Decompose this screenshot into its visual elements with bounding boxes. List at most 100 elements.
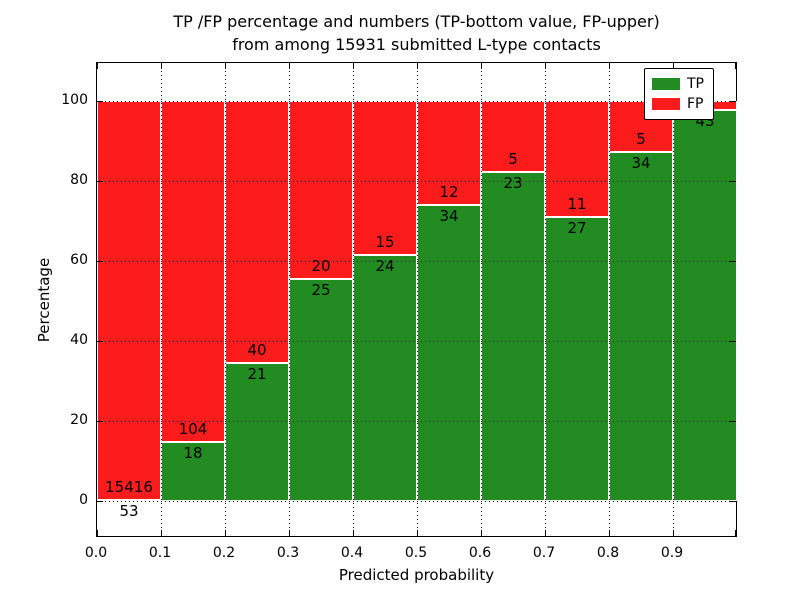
y-tick-right — [730, 421, 736, 422]
chart-title-line1: TP /FP percentage and numbers (TP-bottom… — [173, 12, 660, 31]
tp-bar-segment-9 — [673, 110, 737, 501]
fp-count-label-4: 15 — [375, 232, 395, 251]
v-gridline-3 — [289, 63, 290, 536]
x-tick-label-0.7: 0.7 — [532, 545, 556, 561]
legend: TP FP — [644, 68, 714, 120]
fp-bar-segment-5 — [417, 101, 481, 206]
x-tick-bottom — [289, 530, 290, 536]
tp-bar-segment-1 — [161, 442, 225, 501]
fp-bar-segment-2 — [225, 101, 289, 364]
x-tick-top — [481, 63, 482, 69]
tp-count-label-0: 53 — [119, 501, 139, 520]
fp-bar-segment-4 — [353, 101, 417, 255]
h-gridline-60 — [97, 261, 736, 262]
fp-bar-segment-6 — [481, 101, 545, 173]
fp-legend-swatch — [652, 98, 680, 111]
x-tick-top — [225, 63, 226, 69]
y-tick-right — [730, 501, 736, 502]
fp-count-label-0: 15416 — [105, 477, 153, 496]
v-gridline-5 — [417, 63, 418, 536]
y-tick-label-20: 20 — [70, 412, 88, 428]
y-tick-left — [97, 421, 103, 422]
fp-bar-segment-7 — [545, 101, 609, 217]
fp-count-label-7: 11 — [567, 194, 587, 213]
y-tick-label-60: 60 — [70, 252, 88, 268]
legend-item-fp: FP — [645, 96, 713, 112]
x-axis-label: Predicted probability — [338, 566, 495, 584]
y-tick-right — [730, 181, 736, 182]
x-tick-top — [735, 63, 736, 69]
x-tick-top — [161, 63, 162, 69]
fp-count-label-3: 20 — [311, 256, 331, 275]
x-tick-bottom — [735, 530, 736, 536]
tp-count-label-2: 21 — [247, 365, 267, 384]
y-tick-right — [730, 101, 736, 102]
y-tick-label-0: 0 — [79, 492, 88, 508]
x-tick-label-0.5: 0.5 — [404, 545, 428, 561]
v-gridline-1 — [161, 63, 162, 536]
fp-count-label-8: 5 — [636, 130, 646, 149]
x-tick-bottom — [417, 530, 418, 536]
tp-count-label-5: 34 — [439, 207, 459, 226]
tp-count-label-7: 27 — [567, 218, 587, 237]
v-gridline-4 — [353, 63, 354, 536]
x-tick-label-0.3: 0.3 — [276, 545, 300, 561]
x-tick-label-0.2: 0.2 — [212, 545, 236, 561]
x-tick-top — [609, 63, 610, 69]
x-tick-label-0.9: 0.9 — [660, 545, 684, 561]
fp-count-label-1: 104 — [178, 420, 208, 438]
tp-count-label-6: 23 — [503, 174, 523, 193]
fp-legend-label: FP — [687, 96, 704, 113]
v-gridline-9 — [673, 63, 674, 536]
x-tick-label-0.4: 0.4 — [340, 545, 364, 561]
x-tick-label-0.0: 0.0 — [84, 545, 108, 561]
fp-bar-segment-3 — [289, 101, 353, 279]
y-tick-right — [730, 341, 736, 342]
fp-bar-segment-0 — [97, 101, 161, 500]
h-gridline-20 — [97, 421, 736, 422]
tp-count-label-1: 18 — [183, 444, 203, 462]
x-tick-top — [545, 63, 546, 69]
x-tick-bottom — [609, 530, 610, 536]
tp-bar-segment-6 — [481, 172, 545, 501]
tp-count-label-8: 34 — [631, 154, 651, 173]
y-tick-label-80: 80 — [70, 172, 88, 188]
plot-area: 15416 53 104 18 40 21 20 25 15 24 12 34 5 23 11 27 5 34 43… — [96, 62, 737, 537]
h-gridline-100 — [97, 101, 736, 102]
y-tick-left — [97, 181, 103, 182]
fp-count-label-2: 40 — [247, 341, 267, 360]
h-gridline-40 — [97, 341, 736, 342]
v-gridline-2 — [225, 63, 226, 536]
tp-bar-segment-8 — [609, 152, 673, 501]
x-tick-bottom — [97, 530, 98, 536]
x-tick-top — [353, 63, 354, 69]
x-tick-label-0.8: 0.8 — [596, 545, 620, 561]
y-tick-left — [97, 501, 103, 502]
tp-bar-segment-4 — [353, 254, 417, 501]
x-tick-label-0.6: 0.6 — [468, 545, 492, 561]
x-tick-bottom — [481, 530, 482, 536]
y-tick-left — [97, 261, 103, 262]
x-tick-bottom — [673, 530, 674, 536]
fp-count-label-6: 5 — [508, 150, 518, 169]
x-tick-bottom — [545, 530, 546, 536]
tp-count-label-4: 24 — [375, 256, 395, 275]
y-tick-label-100: 100 — [61, 92, 88, 108]
h-gridline-80 — [97, 181, 736, 182]
v-gridline-8 — [609, 63, 610, 536]
y-tick-right — [730, 261, 736, 262]
v-gridline-6 — [481, 63, 482, 536]
tp-bar-segment-0 — [97, 499, 161, 501]
legend-item-tp: TP — [645, 76, 713, 92]
tp-legend-swatch — [652, 77, 680, 90]
chart-title-line2: from among 15931 submitted L-type contac… — [232, 35, 601, 54]
fp-bar-segment-1 — [161, 101, 225, 442]
h-gridline-0 — [97, 501, 736, 502]
x-tick-bottom — [161, 530, 162, 536]
x-tick-top — [417, 63, 418, 69]
tp-count-label-3: 25 — [311, 280, 331, 299]
tp-bar-segment-7 — [545, 216, 609, 501]
fp-count-label-5: 12 — [439, 183, 459, 202]
tp-bar-segment-5 — [417, 205, 481, 501]
